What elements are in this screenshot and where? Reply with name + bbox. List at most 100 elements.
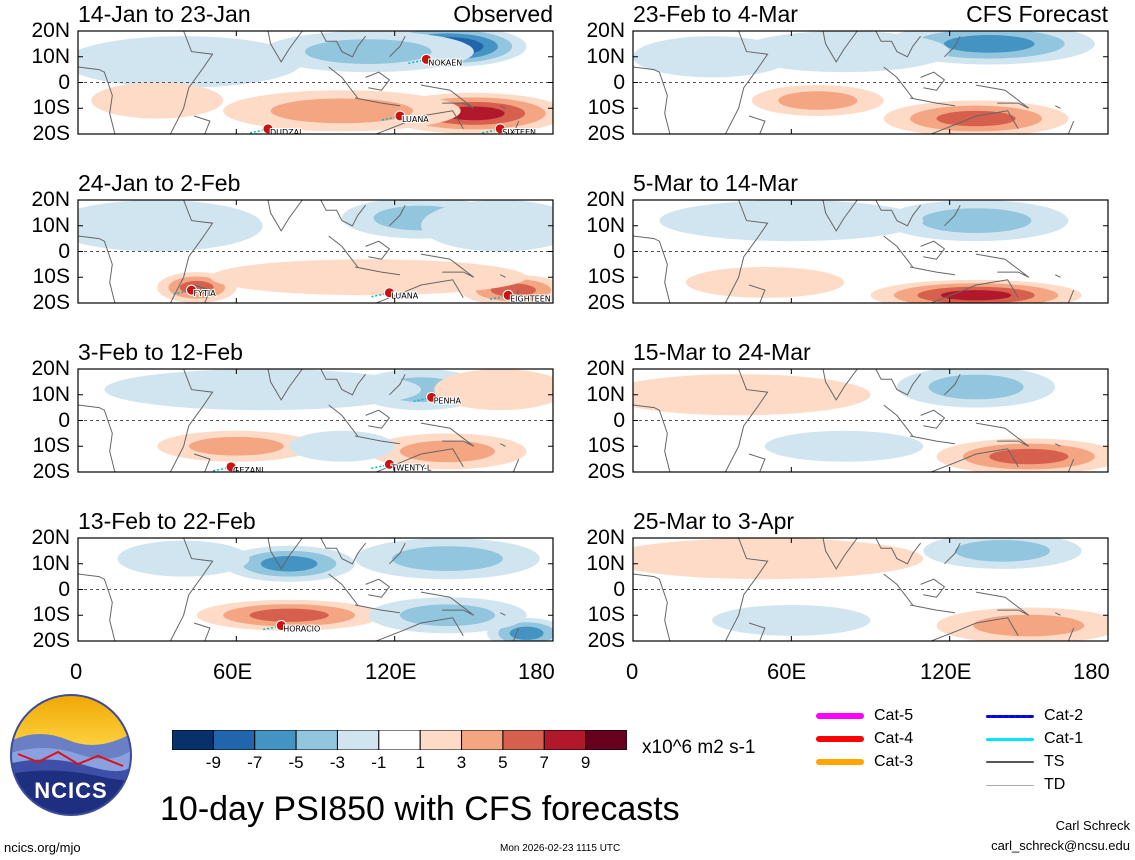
colorbar-swatch bbox=[254, 729, 297, 751]
coastline bbox=[169, 200, 214, 303]
panel-source-label: CFS Forecast bbox=[966, 1, 1108, 27]
coastline bbox=[633, 66, 671, 134]
psi-contour bbox=[304, 39, 432, 64]
website-link[interactable]: ncics.org/mjo bbox=[4, 840, 81, 855]
coastline bbox=[944, 35, 961, 58]
y-tick-label: 0 bbox=[58, 70, 70, 94]
colorbar-label: -9 bbox=[205, 753, 221, 772]
coastline bbox=[875, 538, 921, 565]
storm-label: LUANA bbox=[391, 292, 418, 301]
x-tick-right-180: 180 bbox=[1073, 659, 1110, 684]
coastline bbox=[376, 279, 464, 303]
coastline bbox=[633, 235, 671, 303]
psi-contour bbox=[685, 266, 845, 298]
legend-label: TS bbox=[1044, 753, 1065, 770]
coastline bbox=[976, 84, 1030, 109]
units-label: x10^6 m2 s-1 bbox=[642, 737, 756, 758]
coastline bbox=[1067, 120, 1075, 134]
coastline bbox=[355, 435, 400, 445]
coastline bbox=[355, 604, 400, 614]
psi-contour bbox=[712, 604, 871, 636]
map-panel: 23-Feb to 4-Mar CFS Forecast 20N 10N 0 10S 20S bbox=[586, 2, 1109, 145]
coastline bbox=[320, 538, 366, 565]
coastline bbox=[944, 373, 961, 396]
y-tick-label: 10N bbox=[31, 382, 70, 406]
coastline bbox=[944, 542, 961, 565]
colorbar-swatch bbox=[336, 729, 380, 751]
psi-contour bbox=[659, 200, 924, 242]
coastline bbox=[512, 627, 520, 641]
coastline bbox=[1054, 274, 1061, 278]
y-tick-label: 10S bbox=[587, 96, 625, 120]
y-tick-label: 10S bbox=[32, 603, 70, 627]
psi-contour bbox=[421, 200, 553, 252]
coastline bbox=[883, 404, 914, 437]
coastline bbox=[724, 369, 769, 472]
legend-swatch bbox=[986, 737, 1034, 741]
coastline bbox=[376, 617, 464, 641]
map-panel: PENHA GEZANI TWENTY-L 3-Feb to 12-Feb 20N 10N… bbox=[31, 340, 554, 483]
colorbar-label: -1 bbox=[371, 753, 387, 772]
coastline bbox=[931, 110, 1019, 134]
storm-label: TWENTY-L bbox=[390, 463, 432, 472]
coastline bbox=[267, 31, 303, 63]
y-tick-label: 20N bbox=[31, 188, 70, 211]
coastline bbox=[1067, 289, 1075, 303]
psi-contour bbox=[434, 369, 553, 411]
psi-contour bbox=[944, 35, 1035, 53]
y-tick-label: 20S bbox=[587, 629, 625, 652]
psi-contour bbox=[399, 440, 495, 463]
coastline bbox=[267, 538, 303, 570]
colorbar-label: -5 bbox=[288, 753, 304, 772]
psi-contour bbox=[270, 98, 414, 124]
psi-contour bbox=[289, 430, 395, 462]
panel-period-title: 13-Feb to 22-Feb bbox=[78, 508, 256, 534]
y-tick-label: 20S bbox=[587, 291, 625, 314]
storm-icon bbox=[420, 53, 432, 65]
storm-icon bbox=[383, 458, 395, 470]
x-tick-left-60e: 60E bbox=[213, 659, 253, 684]
coastline bbox=[365, 71, 391, 91]
coastline bbox=[875, 200, 921, 227]
colorbar-swatch bbox=[171, 729, 214, 751]
ncics-logo[interactable]: NCICS bbox=[8, 692, 134, 818]
map-plot: PENHA GEZANI TWENTY-L bbox=[77, 368, 554, 473]
coastline bbox=[910, 435, 955, 445]
coastline bbox=[499, 443, 506, 447]
coastline bbox=[421, 84, 475, 109]
legend-swatch bbox=[986, 714, 1034, 718]
coastline bbox=[320, 369, 366, 396]
y-tick-label: 10S bbox=[32, 96, 70, 120]
psi-contour bbox=[392, 546, 503, 571]
coastline bbox=[365, 409, 391, 429]
panel-period-title: 14-Jan to 23-Jan bbox=[78, 1, 251, 27]
storm-label: NOKAEN bbox=[428, 58, 462, 67]
legend-label: TD bbox=[1044, 776, 1066, 793]
psi-contour bbox=[920, 208, 1032, 233]
coastline bbox=[376, 110, 464, 134]
colorbar-swatch bbox=[378, 729, 421, 751]
psi-contour bbox=[778, 91, 858, 110]
panel-period-title: 3-Feb to 12-Feb bbox=[78, 339, 243, 365]
storm-icon bbox=[383, 287, 395, 299]
coastline bbox=[976, 591, 1030, 616]
coastline bbox=[748, 453, 766, 472]
y-tick-label: 20S bbox=[32, 291, 70, 314]
map-panel: HORACIO 13-Feb to 22-Feb 20N 10N 0 10S 20S bbox=[31, 509, 554, 652]
map-plot bbox=[632, 368, 1109, 473]
author-email[interactable]: carl_schreck@ncsu.edu bbox=[991, 838, 1130, 853]
psi-contour bbox=[78, 200, 263, 252]
coastline bbox=[748, 115, 766, 134]
y-tick-label: 0 bbox=[613, 70, 625, 94]
colorbar bbox=[171, 729, 628, 755]
map-plot bbox=[632, 30, 1109, 135]
legend-label: Cat-1 bbox=[1044, 730, 1084, 747]
storm-label: PENHA bbox=[434, 396, 462, 405]
colorbar-label: 1 bbox=[415, 753, 425, 772]
coastline bbox=[355, 97, 400, 107]
coastline bbox=[193, 115, 211, 134]
y-tick-label: 10N bbox=[31, 551, 70, 575]
y-tick-label: 20S bbox=[32, 122, 70, 145]
coastline bbox=[748, 284, 766, 303]
y-tick-label: 20N bbox=[586, 526, 625, 549]
